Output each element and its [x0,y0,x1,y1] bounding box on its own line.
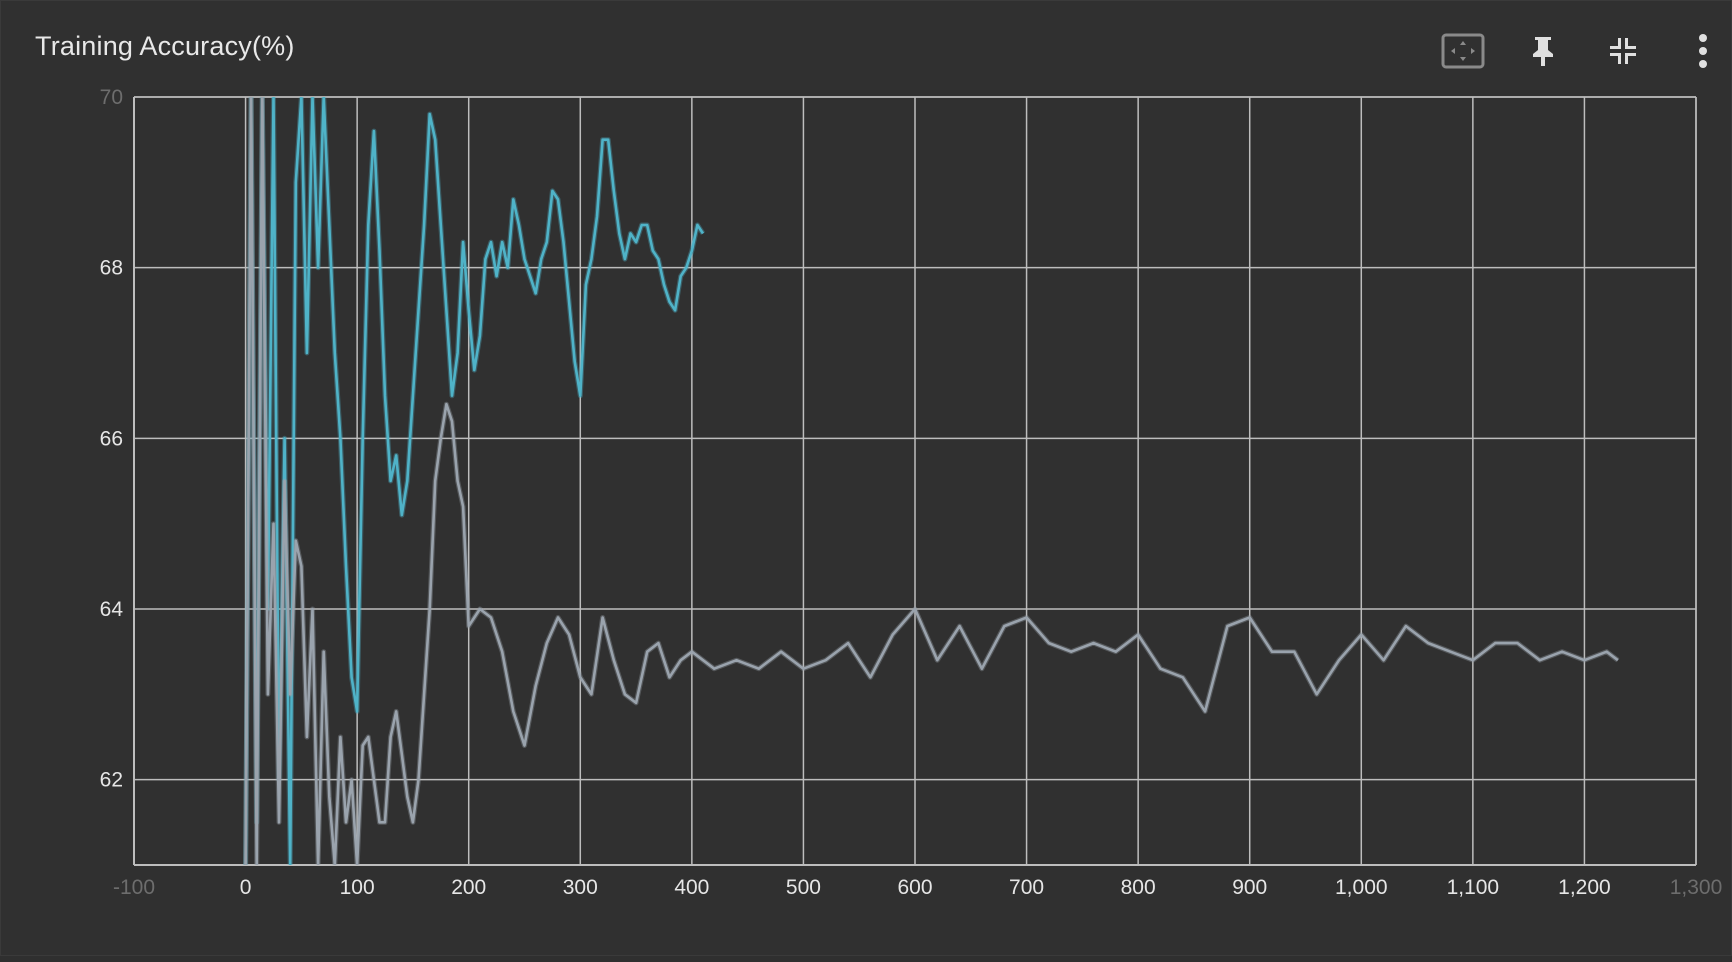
x-tick-label: 1,100 [1447,876,1500,899]
y-tick-label: 70 [100,86,123,109]
series-line-0 [244,97,705,865]
fit-domain-icon [1441,33,1485,69]
y-tick-label: 68 [100,257,123,280]
more-actions-button[interactable] [1679,29,1727,73]
x-tick-label: 600 [897,876,932,899]
exit-fullscreen-button[interactable] [1599,29,1647,73]
x-tick-label: 100 [340,876,375,899]
x-tick-label: 400 [674,876,709,899]
collapse-icon [1610,38,1636,64]
series-group [243,97,1620,865]
y-tick-label: 64 [100,598,124,621]
series-line-1 [244,97,1619,865]
x-tick-label: 900 [1232,876,1267,899]
pin-icon [1533,37,1553,66]
fit-domain-button[interactable] [1439,29,1487,73]
x-tick-label: 200 [451,876,486,899]
x-tick-label: 700 [1009,876,1044,899]
y-tick-label: 62 [100,769,123,792]
x-tick-label: 300 [563,876,598,899]
x-tick-label: 1,200 [1558,876,1611,899]
card-title: Training Accuracy(%) [35,31,295,61]
x-tick-label: 500 [786,876,821,899]
x-tick-label: 1,000 [1335,876,1388,899]
y-tick-label: 66 [100,427,123,450]
x-tick-label: 1,300 [1670,876,1723,899]
series-raw-line-1 [243,97,1620,865]
pin-button[interactable] [1519,29,1567,73]
x-tick-label: 800 [1121,876,1156,899]
x-tick-label: 0 [240,876,252,899]
more-vert-icon [1699,34,1707,68]
x-tick-label: -100 [113,876,155,899]
